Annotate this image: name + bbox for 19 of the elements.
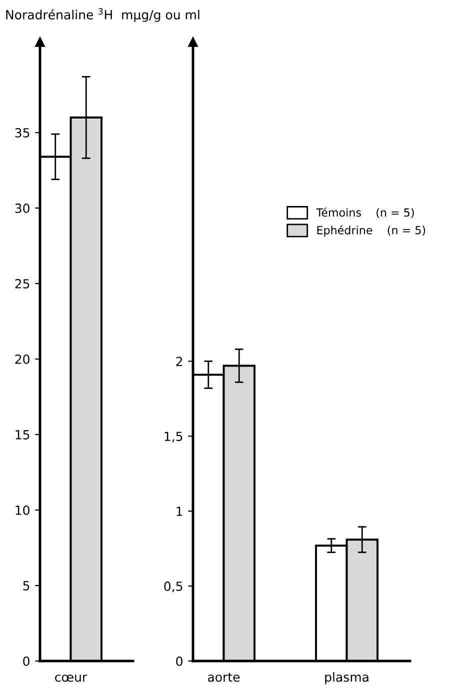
legend-label: Témoins (n = 5): [316, 208, 414, 218]
y-tick-label: 35: [15, 128, 30, 138]
y-tick-label: 30: [15, 204, 30, 213]
legend-label: Ephédrine (n = 5): [317, 225, 426, 237]
x-tick-label: plasma: [325, 672, 368, 684]
y-tick-label: 20: [15, 354, 30, 364]
y-tick-label: 0: [176, 656, 182, 666]
y-tick-label: 0,5: [164, 582, 182, 592]
y-axis-title: Noradrénaline $^{3}$H mμg/g ou ml: [6, 8, 200, 22]
y-tick-label: 10: [16, 505, 30, 515]
y-tick-label: 25: [15, 279, 30, 288]
y-tick-label: 1: [176, 506, 182, 516]
y-tick-label: 15: [16, 430, 30, 440]
x-tick-label: aorte: [208, 672, 240, 682]
y-tick-label: 5: [23, 581, 30, 590]
x-tick-label: cœur: [55, 674, 88, 682]
y-tick-label: 1,5: [164, 432, 182, 442]
y-tick-label: 2: [176, 356, 182, 366]
y-tick-label: 0: [23, 656, 30, 666]
